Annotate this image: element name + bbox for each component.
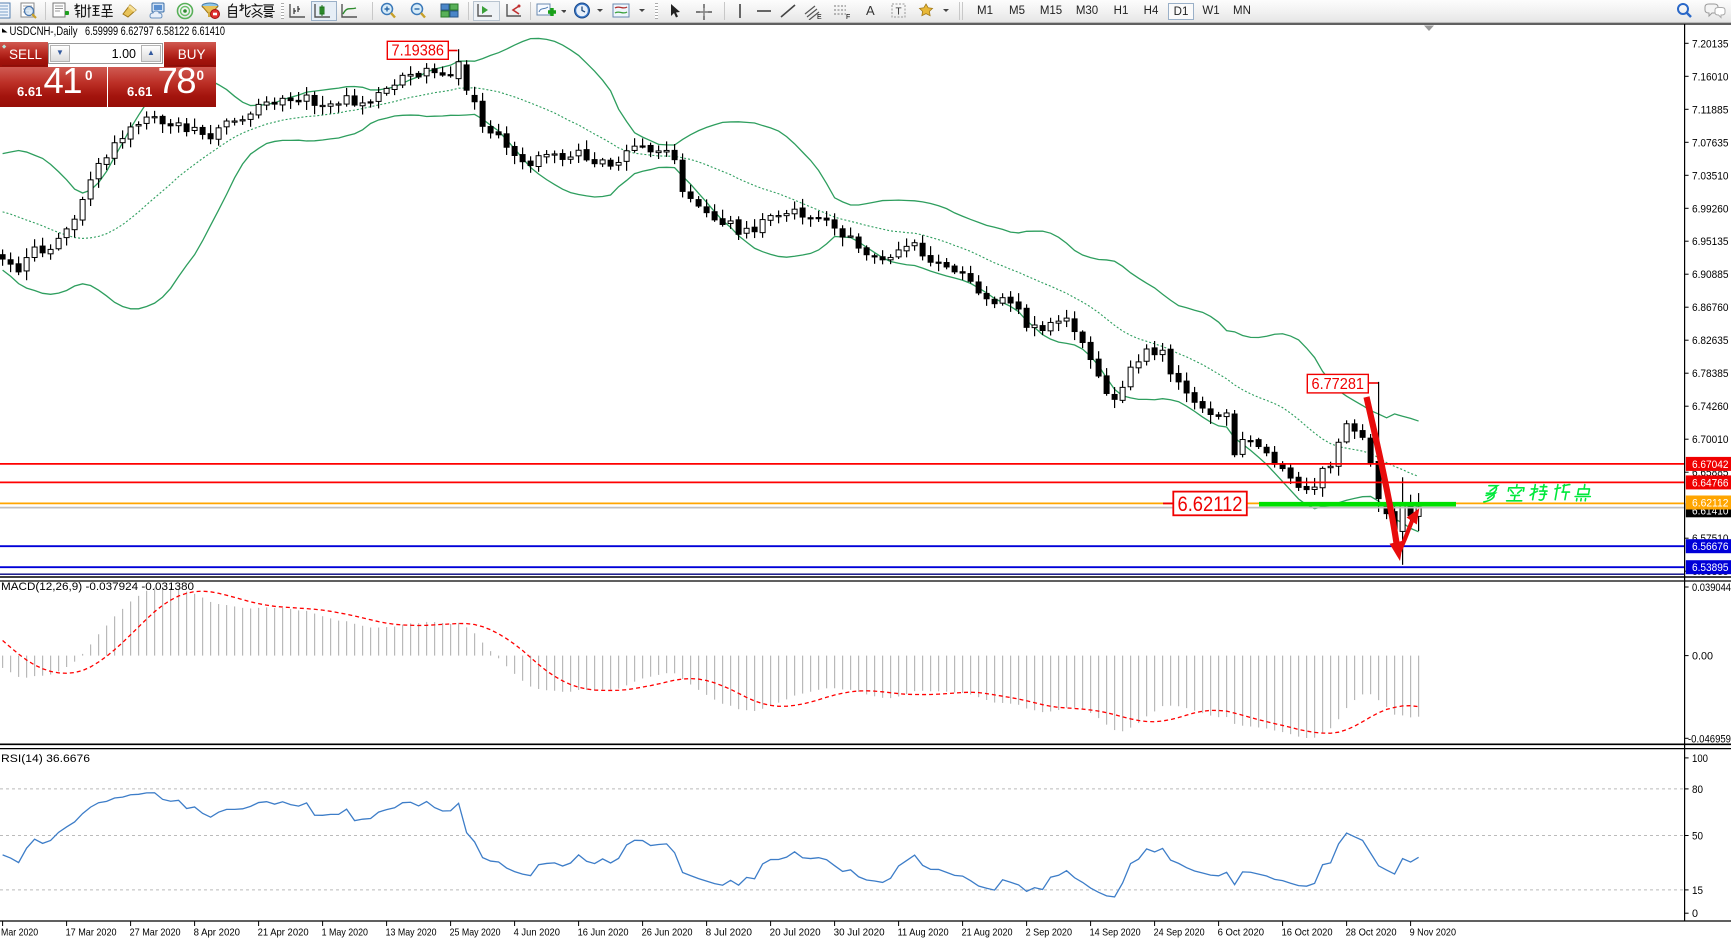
svg-text:20 Jul 2020: 20 Jul 2020 [770, 927, 821, 939]
svg-text:13 May 2020: 13 May 2020 [386, 927, 437, 939]
svg-text:26 Jun 2020: 26 Jun 2020 [642, 927, 693, 939]
svg-text:50: 50 [1692, 831, 1703, 843]
svg-text:6.53895: 6.53895 [1692, 562, 1729, 574]
svg-text:6.56676: 6.56676 [1692, 541, 1729, 553]
svg-text:16 Oct 2020: 16 Oct 2020 [1282, 927, 1333, 939]
svg-text:MACD(12,26,9) -0.037924 -0.031: MACD(12,26,9) -0.037924 -0.031380 [1, 581, 194, 593]
svg-text:27 Mar 2020: 27 Mar 2020 [130, 927, 181, 939]
svg-text:11 Aug 2020: 11 Aug 2020 [898, 927, 949, 939]
svg-text:25 May 2020: 25 May 2020 [450, 927, 501, 939]
svg-text:28 Oct 2020: 28 Oct 2020 [1346, 927, 1397, 939]
svg-text:6.62112: 6.62112 [1178, 493, 1243, 516]
svg-text:-0.046959: -0.046959 [1688, 733, 1731, 745]
svg-text:7.19386: 7.19386 [392, 43, 445, 60]
svg-text:4 Jun 2020: 4 Jun 2020 [514, 927, 561, 939]
svg-text:1 May 2020: 1 May 2020 [322, 927, 369, 939]
svg-text:14 Sep 2020: 14 Sep 2020 [1090, 927, 1141, 939]
svg-text:6.78385: 6.78385 [1692, 368, 1729, 380]
svg-text:21 Apr 2020: 21 Apr 2020 [258, 927, 309, 939]
svg-text:80: 80 [1692, 784, 1703, 796]
svg-text:F: F [846, 14, 850, 20]
svg-text:8 Apr 2020: 8 Apr 2020 [194, 927, 241, 939]
svg-text:6.62112: 6.62112 [1692, 498, 1729, 510]
svg-text:0.00: 0.00 [1692, 651, 1713, 663]
svg-text:6.67042: 6.67042 [1692, 459, 1729, 471]
svg-text:21 Aug 2020: 21 Aug 2020 [962, 927, 1013, 939]
svg-text:7.07635: 7.07635 [1692, 137, 1729, 149]
svg-text:7.16010: 7.16010 [1692, 71, 1729, 83]
svg-text:7.03510: 7.03510 [1692, 170, 1729, 182]
svg-text:2 Sep 2020: 2 Sep 2020 [1026, 927, 1073, 939]
svg-text:6.86760: 6.86760 [1692, 302, 1729, 314]
svg-text:100: 100 [1692, 753, 1708, 765]
svg-text:16 Jun 2020: 16 Jun 2020 [578, 927, 629, 939]
svg-text:6.74260: 6.74260 [1692, 401, 1729, 413]
svg-text:6.99260: 6.99260 [1692, 203, 1729, 215]
svg-text:RSI(14) 36.6676: RSI(14) 36.6676 [1, 753, 90, 765]
svg-text:0.039044: 0.039044 [1692, 582, 1731, 594]
svg-text:6.82635: 6.82635 [1692, 335, 1729, 347]
svg-text:17 Mar 2020: 17 Mar 2020 [66, 927, 117, 939]
svg-text:8 Jul 2020: 8 Jul 2020 [706, 927, 753, 939]
svg-text:USDCNH-,Daily: USDCNH-,Daily [10, 26, 78, 38]
svg-text:6.59999 6.62797 6.58122 6.6141: 6.59999 6.62797 6.58122 6.61410 [85, 26, 225, 38]
svg-text:6.95135: 6.95135 [1692, 236, 1729, 248]
svg-text:6 Oct 2020: 6 Oct 2020 [1218, 927, 1265, 939]
svg-text:T: T [896, 7, 902, 18]
svg-text:6.77281: 6.77281 [1312, 376, 1365, 393]
svg-text:30 Jul 2020: 30 Jul 2020 [834, 927, 885, 939]
svg-text:Mar 2020: Mar 2020 [1, 927, 38, 939]
svg-text:24 Sep 2020: 24 Sep 2020 [1154, 927, 1205, 939]
svg-text:7.20135: 7.20135 [1692, 38, 1729, 50]
svg-text:7.11885: 7.11885 [1692, 104, 1729, 116]
svg-text:6.70010: 6.70010 [1692, 434, 1729, 446]
svg-text:6.90885: 6.90885 [1692, 269, 1729, 281]
svg-text:9 Nov 2020: 9 Nov 2020 [1410, 927, 1457, 939]
svg-text:0: 0 [1692, 908, 1698, 920]
svg-text:E: E [817, 14, 822, 20]
svg-text:6.64766: 6.64766 [1692, 477, 1729, 489]
svg-text:15: 15 [1692, 885, 1703, 897]
